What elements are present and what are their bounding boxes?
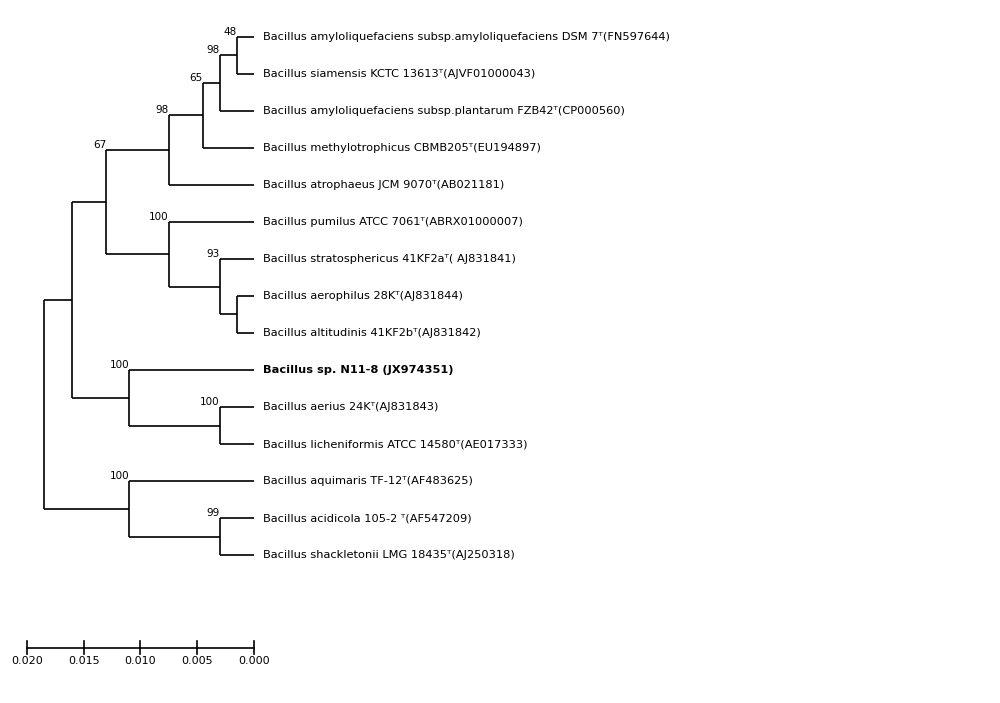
Text: Bacillus stratosphericus 41KF2aᵀ( AJ831841): Bacillus stratosphericus 41KF2aᵀ( AJ8318… [263, 254, 516, 264]
Text: Bacillus shackletonii LMG 18435ᵀ(AJ250318): Bacillus shackletonii LMG 18435ᵀ(AJ25031… [263, 550, 514, 560]
Text: Bacillus amyloliquefaciens subsp.amyloliquefaciens DSM 7ᵀ(FN597644): Bacillus amyloliquefaciens subsp.amyloli… [263, 32, 670, 41]
Text: Bacillus aquimaris TF-12ᵀ(AF483625): Bacillus aquimaris TF-12ᵀ(AF483625) [263, 476, 473, 486]
Text: 0.005: 0.005 [181, 657, 213, 666]
Text: 100: 100 [109, 360, 129, 370]
Text: Bacillus amyloliquefaciens subsp.plantarum FZB42ᵀ(CP000560): Bacillus amyloliquefaciens subsp.plantar… [263, 105, 625, 116]
Text: 100: 100 [149, 212, 169, 222]
Text: 0.000: 0.000 [238, 657, 269, 666]
Text: 100: 100 [109, 471, 129, 481]
Text: 98: 98 [206, 45, 220, 55]
Text: Bacillus atrophaeus JCM 9070ᵀ(AB021181): Bacillus atrophaeus JCM 9070ᵀ(AB021181) [263, 180, 504, 190]
Text: Bacillus aerophilus 28Kᵀ(AJ831844): Bacillus aerophilus 28Kᵀ(AJ831844) [263, 291, 463, 301]
Text: 0.010: 0.010 [124, 657, 156, 666]
Text: Bacillus sp. N11-8 (JX974351): Bacillus sp. N11-8 (JX974351) [263, 365, 453, 375]
Text: Bacillus pumilus ATCC 7061ᵀ(ABRX01000007): Bacillus pumilus ATCC 7061ᵀ(ABRX01000007… [263, 217, 523, 227]
Text: 67: 67 [93, 140, 106, 150]
Text: 99: 99 [206, 508, 220, 518]
Text: 0.020: 0.020 [11, 657, 43, 666]
Text: Bacillus licheniformis ATCC 14580ᵀ(AE017333): Bacillus licheniformis ATCC 14580ᵀ(AE017… [263, 439, 527, 449]
Text: 0.015: 0.015 [68, 657, 99, 666]
Text: 93: 93 [206, 249, 220, 259]
Text: Bacillus methylotrophicus CBMB205ᵀ(EU194897): Bacillus methylotrophicus CBMB205ᵀ(EU194… [263, 143, 541, 153]
Text: Bacillus siamensis KCTC 13613ᵀ(AJVF01000043): Bacillus siamensis KCTC 13613ᵀ(AJVF01000… [263, 69, 535, 79]
Text: 48: 48 [223, 27, 237, 37]
Text: 98: 98 [155, 105, 169, 115]
Text: 65: 65 [189, 73, 203, 83]
Text: Bacillus aerius 24Kᵀ(AJ831843): Bacillus aerius 24Kᵀ(AJ831843) [263, 402, 438, 412]
Text: Bacillus acidicola 105-2 ᵀ(AF547209): Bacillus acidicola 105-2 ᵀ(AF547209) [263, 513, 471, 523]
Text: Bacillus altitudinis 41KF2bᵀ(AJ831842): Bacillus altitudinis 41KF2bᵀ(AJ831842) [263, 328, 480, 338]
Text: 100: 100 [200, 397, 220, 407]
